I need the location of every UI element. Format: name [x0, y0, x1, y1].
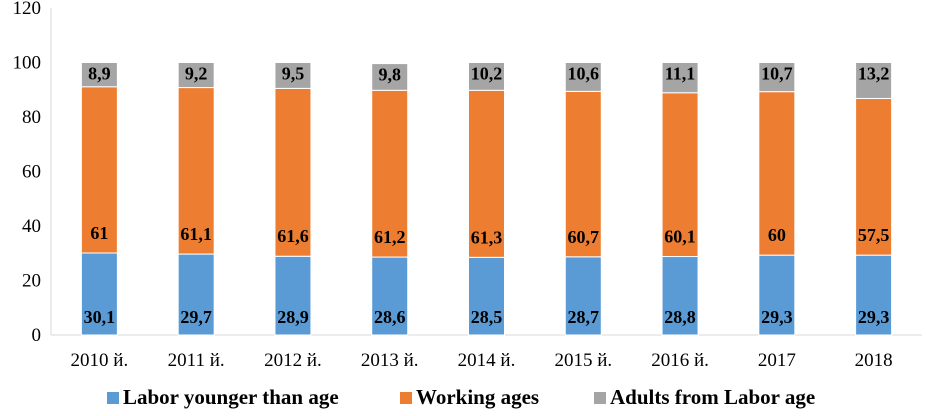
data-label: 13,2	[858, 64, 890, 84]
data-label: 29,3	[761, 307, 793, 327]
data-label: 9,8	[378, 65, 401, 85]
x-tick-label: 2018	[855, 350, 893, 371]
x-tick-label: 2011 й.	[168, 350, 225, 371]
bar-segment	[661, 62, 699, 94]
y-tick-label: 80	[22, 107, 41, 128]
bar-segment	[80, 86, 118, 254]
data-label: 60,1	[664, 227, 696, 247]
data-label: 10,6	[568, 64, 600, 84]
legend-label: Working ages	[416, 385, 539, 409]
y-tick-label: 40	[22, 216, 41, 237]
x-tick-label: 2013 й.	[361, 350, 419, 371]
data-label: 28,9	[277, 307, 309, 327]
bar-segment	[177, 87, 215, 255]
x-tick-label: 2017	[758, 350, 796, 371]
data-label: 11,1	[665, 64, 696, 84]
y-tick-label: 60	[22, 162, 41, 183]
data-label: 28,8	[664, 307, 696, 327]
data-label: 28,5	[471, 307, 503, 327]
bar-segment	[758, 91, 796, 256]
data-label: 61,2	[374, 227, 406, 247]
bar-segment	[564, 256, 602, 336]
data-label: 10,2	[471, 64, 503, 84]
bar-segment	[661, 256, 699, 336]
bar-segment	[274, 255, 312, 336]
bar-segment	[177, 62, 215, 89]
legend-label: Labor younger than age	[123, 385, 339, 409]
data-label: 61	[90, 223, 108, 243]
data-label: 29,7	[180, 307, 212, 327]
bars	[80, 62, 893, 336]
data-label: 9,2	[185, 64, 208, 84]
bar-segment	[80, 62, 118, 88]
data-label: 57,5	[858, 225, 890, 245]
x-tick-label: 2015 й.	[554, 350, 612, 371]
data-label: 8,9	[88, 64, 111, 84]
bar-segment	[758, 254, 796, 336]
data-label: 10,7	[761, 64, 793, 84]
data-label: 28,7	[568, 307, 600, 327]
bar-segment	[80, 252, 118, 336]
legend-swatch	[400, 392, 412, 404]
data-label: 61,6	[277, 226, 309, 246]
bar-segment	[177, 253, 215, 336]
bar-segment	[274, 87, 312, 257]
data-label: 28,6	[374, 307, 406, 327]
legend-swatch	[594, 392, 606, 404]
data-label: 61,3	[471, 227, 503, 247]
y-tick-label: 120	[13, 0, 42, 19]
y-tick-label: 20	[22, 271, 41, 292]
legend: Labor younger than age Working ages Adults…	[107, 385, 815, 409]
x-tick-label: 2014 й.	[458, 350, 516, 371]
x-tick-label: 2012 й.	[264, 350, 322, 371]
data-label: 9,5	[282, 64, 305, 84]
x-tick-label: 2010 й.	[71, 350, 129, 371]
bar-segment	[564, 62, 602, 92]
data-labels: 30,1 61 8,9 29,7 61,1 9,2 28,9 61,6 9,5 28,6 61,2 9…	[84, 64, 890, 328]
data-label: 60	[768, 225, 786, 245]
bar-segment	[758, 62, 796, 93]
bar-segment	[855, 97, 893, 256]
y-tick-label: 100	[13, 53, 42, 74]
y-tick-label: 0	[32, 325, 42, 346]
bar-segment	[371, 63, 409, 91]
axes: 0 20 40 60 80 100 120 2010 й. 2011 й. 2012 й. 2013…	[13, 0, 922, 371]
legend-label: Adults from Labor age	[610, 385, 815, 409]
x-tick-label: 2016 й.	[651, 350, 709, 371]
bar-segment	[468, 256, 505, 336]
bar-segment	[274, 62, 312, 89]
data-label: 61,1	[180, 224, 212, 244]
bar-segment	[855, 62, 893, 99]
data-label: 30,1	[84, 307, 116, 327]
data-label: 29,3	[858, 307, 890, 327]
data-label: 60,7	[568, 227, 600, 247]
bar-segment	[855, 254, 893, 336]
bar-segment	[468, 62, 505, 91]
legend-swatch	[107, 392, 119, 404]
